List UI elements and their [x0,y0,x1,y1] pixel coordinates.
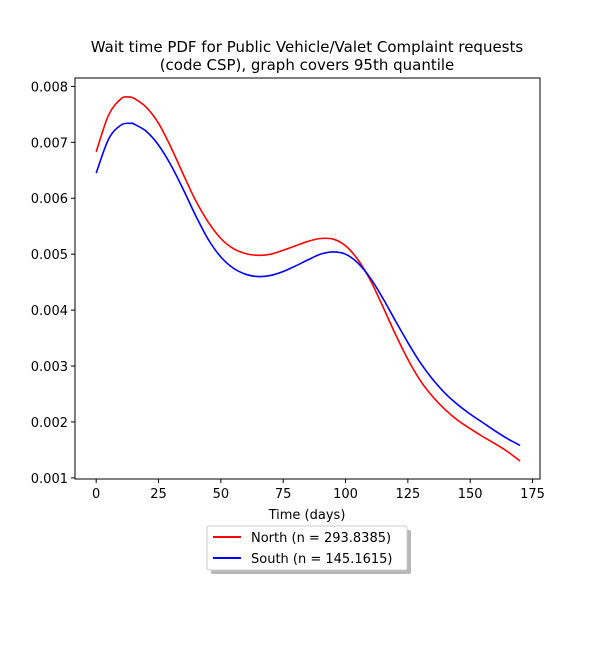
x-tick-label: 25 [150,487,167,502]
x-tick-label: 150 [458,487,483,502]
series-layer [95,95,521,462]
x-tick-label: 50 [213,487,230,502]
series-line-south [95,122,521,447]
y-tick-label: 0.006 [31,192,68,207]
x-tick-label: 0 [92,487,100,502]
chart-title-line-2: (code CSP), graph covers 95th quantile [160,56,455,74]
y-tick-label: 0.008 [31,80,68,95]
x-axis-label: Time (days) [268,508,346,523]
x-tick-label: 125 [395,487,420,502]
chart-title-line-1: Wait time PDF for Public Vehicle/Valet C… [91,38,524,56]
series-line-north [95,95,521,462]
x-tick-label: 100 [333,487,358,502]
legend: North (n = 293.8385) South (n = 145.1615… [206,525,411,574]
x-tick-label: 75 [275,487,292,502]
x-axis-ticks: 0 25 50 75 100 125 150 175 [92,479,545,502]
legend-label-south: South (n = 145.1615) [251,552,392,567]
y-tick-label: 0.007 [31,136,68,151]
legend-label-north: North (n = 293.8385) [251,531,391,546]
y-tick-label: 0.002 [31,416,68,431]
plot-area-frame [74,77,541,480]
y-tick-label: 0.001 [31,472,68,487]
x-tick-label: 175 [520,487,545,502]
legend-box [206,525,408,571]
y-tick-label: 0.004 [31,304,68,319]
y-axis-ticks: 0.001 0.002 0.003 0.004 0.005 0.006 0.007 0.008 [31,80,75,487]
y-tick-label: 0.005 [31,248,68,263]
y-tick-label: 0.003 [31,360,68,375]
